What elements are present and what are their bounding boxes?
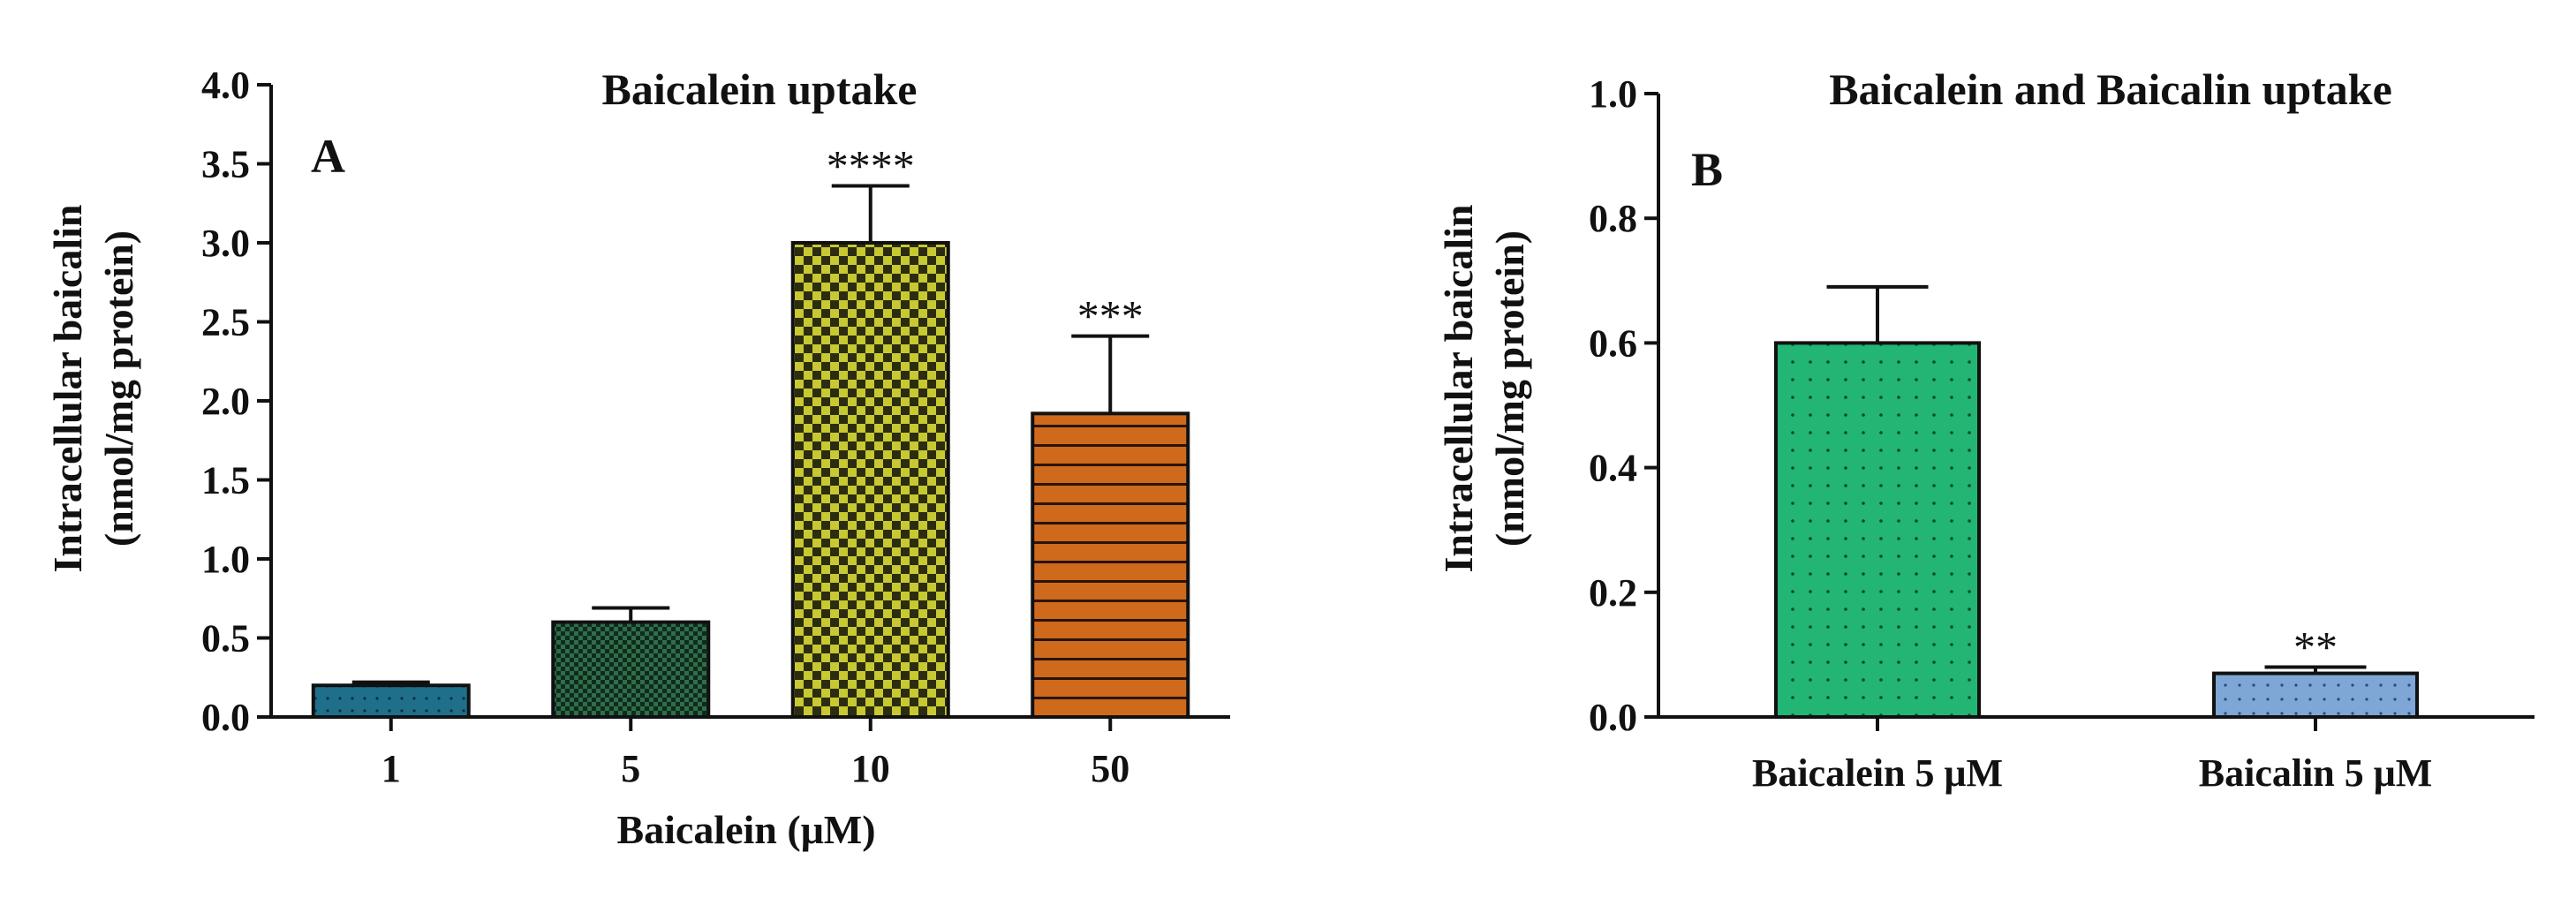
- panel-a-letter: A: [311, 130, 345, 183]
- panel-b-title: Baicalein and Baicalin uptake: [1829, 64, 2392, 114]
- y-tick-label: 0.6: [1589, 321, 1637, 365]
- panel-b: Baicalein and Baicalin uptake B Intracel…: [1436, 64, 2534, 795]
- y-tick-label: 3.0: [201, 222, 250, 265]
- bar-5: [551, 620, 711, 719]
- panel-a-ylabel-line2: (nmol/mg protein): [96, 230, 141, 547]
- panel-a-plot-area: 0.0 0.5 1.0 1.5 2.0 2.5 3.0 3.5 4.0 1 5 **** 10 *** 50: [201, 64, 1230, 790]
- panel-a-ylabel-line1: Intracellular baicalin: [45, 205, 90, 573]
- x-category-label: 50: [1091, 747, 1129, 790]
- y-tick-label: 0.8: [1589, 197, 1637, 240]
- y-tick-label: 1.5: [201, 459, 250, 502]
- y-tick-label: 1.0: [1589, 72, 1637, 116]
- significance-label: ****: [827, 141, 915, 191]
- x-category-label: 5: [621, 747, 640, 790]
- x-category-label: 1: [381, 747, 401, 790]
- y-tick-label: 0.4: [1589, 447, 1637, 490]
- panel-b-ylabel-line2: (nmol/mg protein): [1487, 230, 1532, 547]
- significance-label: ***: [1077, 291, 1144, 341]
- panel-a: Baicalein uptake A Intracellular baicali…: [45, 64, 1230, 852]
- y-tick-label: 0.0: [1589, 696, 1637, 739]
- bar-50: [1031, 411, 1190, 719]
- significance-label: **: [2293, 622, 2338, 672]
- x-category-label: Baicalin 5 μM: [2199, 751, 2433, 795]
- bar-baicalein-5-m: [1774, 341, 1981, 719]
- y-tick-label: 4.0: [201, 64, 250, 107]
- y-tick-label: 0.5: [201, 617, 250, 660]
- y-tick-label: 2.5: [201, 301, 250, 344]
- panel-b-ylabel-line1: Intracellular baicalin: [1436, 205, 1481, 573]
- bar-10: [790, 241, 950, 719]
- x-category-label: Baicalein 5 μM: [1752, 751, 2003, 795]
- y-tick-label: 3.5: [201, 143, 250, 186]
- panel-a-xlabel: Baicalein (μM): [616, 807, 875, 852]
- x-category-label: 10: [851, 747, 890, 790]
- bar-baicalin-5-m: [2212, 671, 2419, 720]
- y-tick-label: 1.0: [201, 538, 250, 581]
- y-tick-label: 0.0: [201, 696, 250, 739]
- panel-b-plot-area: 0.0 0.2 0.4 0.6 0.8 1.0 Baicalein 5 μM ** Baical…: [1589, 72, 2534, 795]
- bar-1: [311, 683, 471, 720]
- y-tick-label: 0.2: [1589, 571, 1637, 615]
- y-tick-label: 2.0: [201, 380, 250, 423]
- panel-a-title: Baicalein uptake: [602, 64, 918, 114]
- panel-b-letter: B: [1691, 143, 1723, 196]
